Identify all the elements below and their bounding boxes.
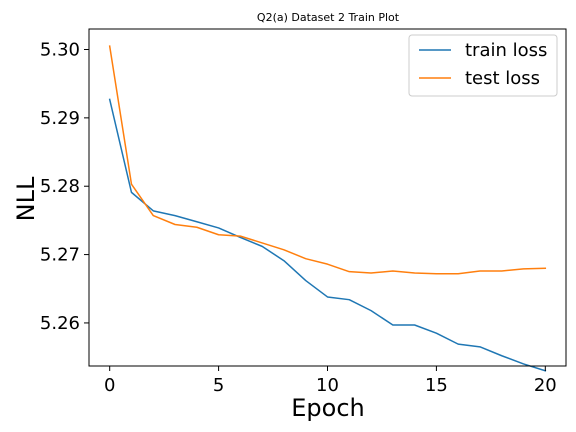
x-tick-label: 20 [534,375,557,396]
series-line [108,98,547,372]
x-tick-label: 10 [316,375,339,396]
x-tick-label: 15 [425,375,448,396]
x-axis-label: Epoch [291,394,365,422]
y-tick-label: 5.27 [40,245,80,266]
y-axis: 5.26 5.27 5.28 5.29 5.30 [40,40,89,334]
y-tick-label: 5.28 [40,176,80,197]
legend: train loss test loss [408,34,558,97]
plot-area [108,45,547,372]
y-tick-label: 5.30 [40,40,80,61]
series-line [108,45,547,275]
chart-title: Q2(a) Dataset 2 Train Plot [257,11,400,24]
x-axis: 0 5 10 15 20 [104,366,557,396]
y-tick-label: 5.29 [40,108,80,129]
y-tick-label: 5.26 [40,313,80,334]
x-tick-label: 5 [213,375,224,396]
y-axis-label: NLL [12,176,40,221]
x-tick-label: 0 [104,375,115,396]
legend-label: test loss [465,68,540,89]
legend-label: train loss [465,40,547,61]
